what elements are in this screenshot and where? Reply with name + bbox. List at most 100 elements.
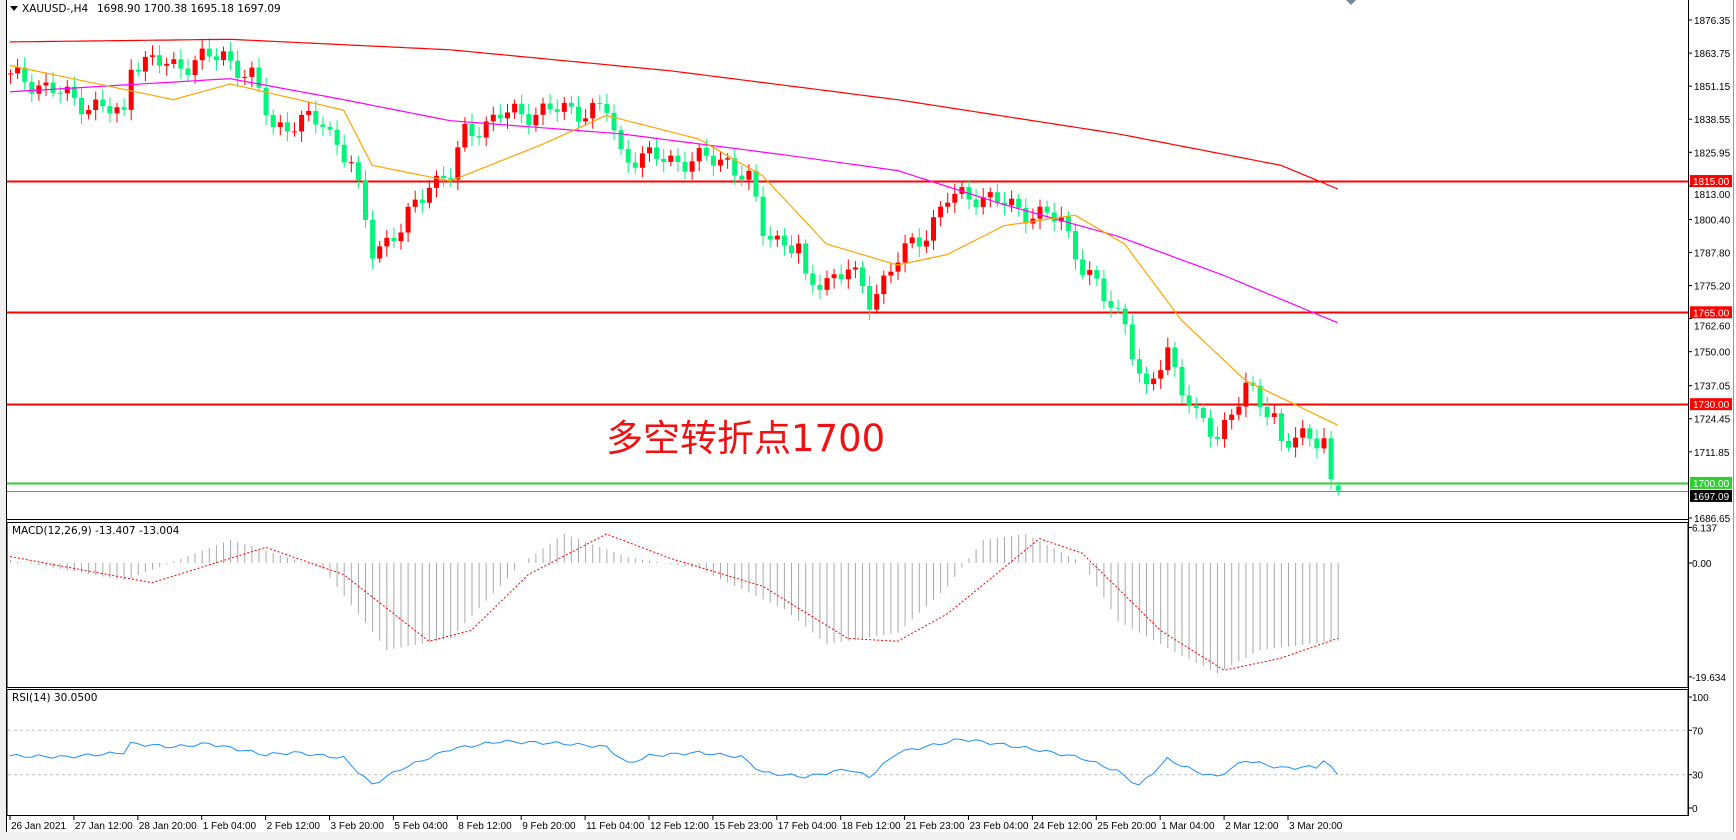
candle-body (121, 107, 127, 110)
candle-body (1023, 207, 1029, 224)
price-label: 1815.00 (1693, 177, 1730, 188)
candle-body (767, 235, 773, 240)
candle-body (952, 193, 958, 203)
candle-body (277, 122, 283, 128)
macd-plot (9, 533, 1339, 674)
price-tick-label: 1800.40 (1694, 215, 1731, 226)
candle-body (668, 155, 674, 162)
candle-body (945, 202, 951, 207)
candle-body (916, 237, 922, 247)
candle-body (987, 192, 993, 198)
candle-body (1257, 385, 1263, 407)
candle-body (703, 148, 709, 156)
macd-tick-label: -19.634 (1692, 673, 1726, 684)
candle-body (710, 155, 716, 166)
candle-body (526, 114, 532, 126)
candle-body (1087, 270, 1093, 275)
candle-body (632, 162, 638, 168)
ohlc-title: 1698.90 1700.38 1695.18 1697.09 (97, 3, 281, 15)
chart-shift-marker-icon[interactable] (1346, 0, 1356, 5)
candle-body (249, 67, 255, 77)
candle-body (874, 294, 880, 310)
candle-body (519, 103, 525, 115)
axes: 1876.35 1863.75 1851.15 1838.55 1825.95 1813.… (9, 16, 1731, 832)
candle-body (732, 158, 738, 176)
price-pane: 1815.00 1765.00 1730.00 1700.00 1697.09 (7, 38, 1732, 503)
candle-body (1129, 324, 1135, 360)
moving-average-line (9, 64, 1338, 426)
price-label-box (1690, 306, 1732, 319)
candle-body (852, 267, 858, 270)
price-tick-label: 1737.05 (1694, 382, 1731, 393)
candle-body (320, 124, 326, 127)
candle-body (781, 235, 787, 246)
candle-body (1101, 278, 1107, 302)
candle-body (923, 240, 929, 247)
candle-body (1300, 428, 1306, 438)
candle-body (746, 170, 752, 180)
price-tick-label: 1724.45 (1694, 415, 1731, 426)
candle-body (270, 115, 276, 128)
candle-body (597, 103, 603, 105)
candle-body (774, 235, 780, 240)
candle-body (384, 237, 390, 247)
candle-body (753, 170, 759, 197)
price-label-box (1690, 489, 1732, 502)
candle-body (1314, 438, 1320, 449)
price-tick-label: 1762.60 (1694, 321, 1731, 332)
dropdown-triangle-icon[interactable] (10, 6, 18, 11)
candle-body (909, 237, 915, 244)
candle-body (760, 196, 766, 236)
macd-tick-label: 0.00 (1692, 559, 1712, 570)
candle-body (867, 285, 873, 310)
candle-body (299, 114, 305, 132)
candle-body (1080, 259, 1086, 275)
candle-body (107, 106, 113, 114)
candle-body (469, 123, 475, 137)
candle-body (1002, 202, 1007, 206)
candle-body (1044, 206, 1050, 213)
candle-body (455, 147, 461, 180)
candle-body (938, 206, 944, 218)
candle-body (391, 237, 397, 242)
candle-body (817, 284, 823, 290)
rsi-tick-label: 30 (1692, 771, 1704, 782)
candle-body (831, 274, 837, 279)
candle-body (739, 175, 745, 180)
candle-body (235, 60, 241, 78)
time-tick-label: 15 Feb 23:00 (714, 821, 773, 832)
candle-body (994, 192, 1000, 203)
candle-body (696, 148, 702, 162)
candle-body (334, 129, 340, 145)
candle-body (306, 110, 312, 115)
candle-body (206, 48, 212, 57)
price-tick-label: 1825.95 (1694, 148, 1731, 159)
time-tick-label: 23 Feb 04:00 (970, 821, 1029, 832)
candle-body (725, 158, 731, 160)
candle-body (1108, 301, 1114, 308)
candle-body (483, 121, 489, 138)
candle-body (313, 110, 319, 125)
candle-body (228, 51, 234, 61)
candle-body (1271, 413, 1277, 417)
price-label: 1697.09 (1693, 492, 1730, 503)
candle-body (284, 122, 290, 132)
candle-body (860, 267, 865, 286)
candle-body (292, 131, 297, 133)
candle-body (1115, 307, 1121, 309)
candle-body (242, 76, 248, 78)
candle-body (888, 271, 894, 276)
candle-body (1122, 308, 1128, 325)
price-label-box (1690, 175, 1732, 188)
candle-body (1193, 406, 1199, 409)
candle-body (192, 60, 198, 75)
candle-body (1229, 414, 1235, 420)
time-tick-label: 9 Feb 20:00 (522, 821, 576, 832)
candle-body (171, 59, 177, 64)
candle-body (973, 199, 979, 207)
candle-body (1222, 419, 1228, 439)
rsi-tick-label: 100 (1692, 693, 1709, 704)
moving-average-line (9, 78, 1338, 324)
window-left-border (0, 0, 6, 840)
